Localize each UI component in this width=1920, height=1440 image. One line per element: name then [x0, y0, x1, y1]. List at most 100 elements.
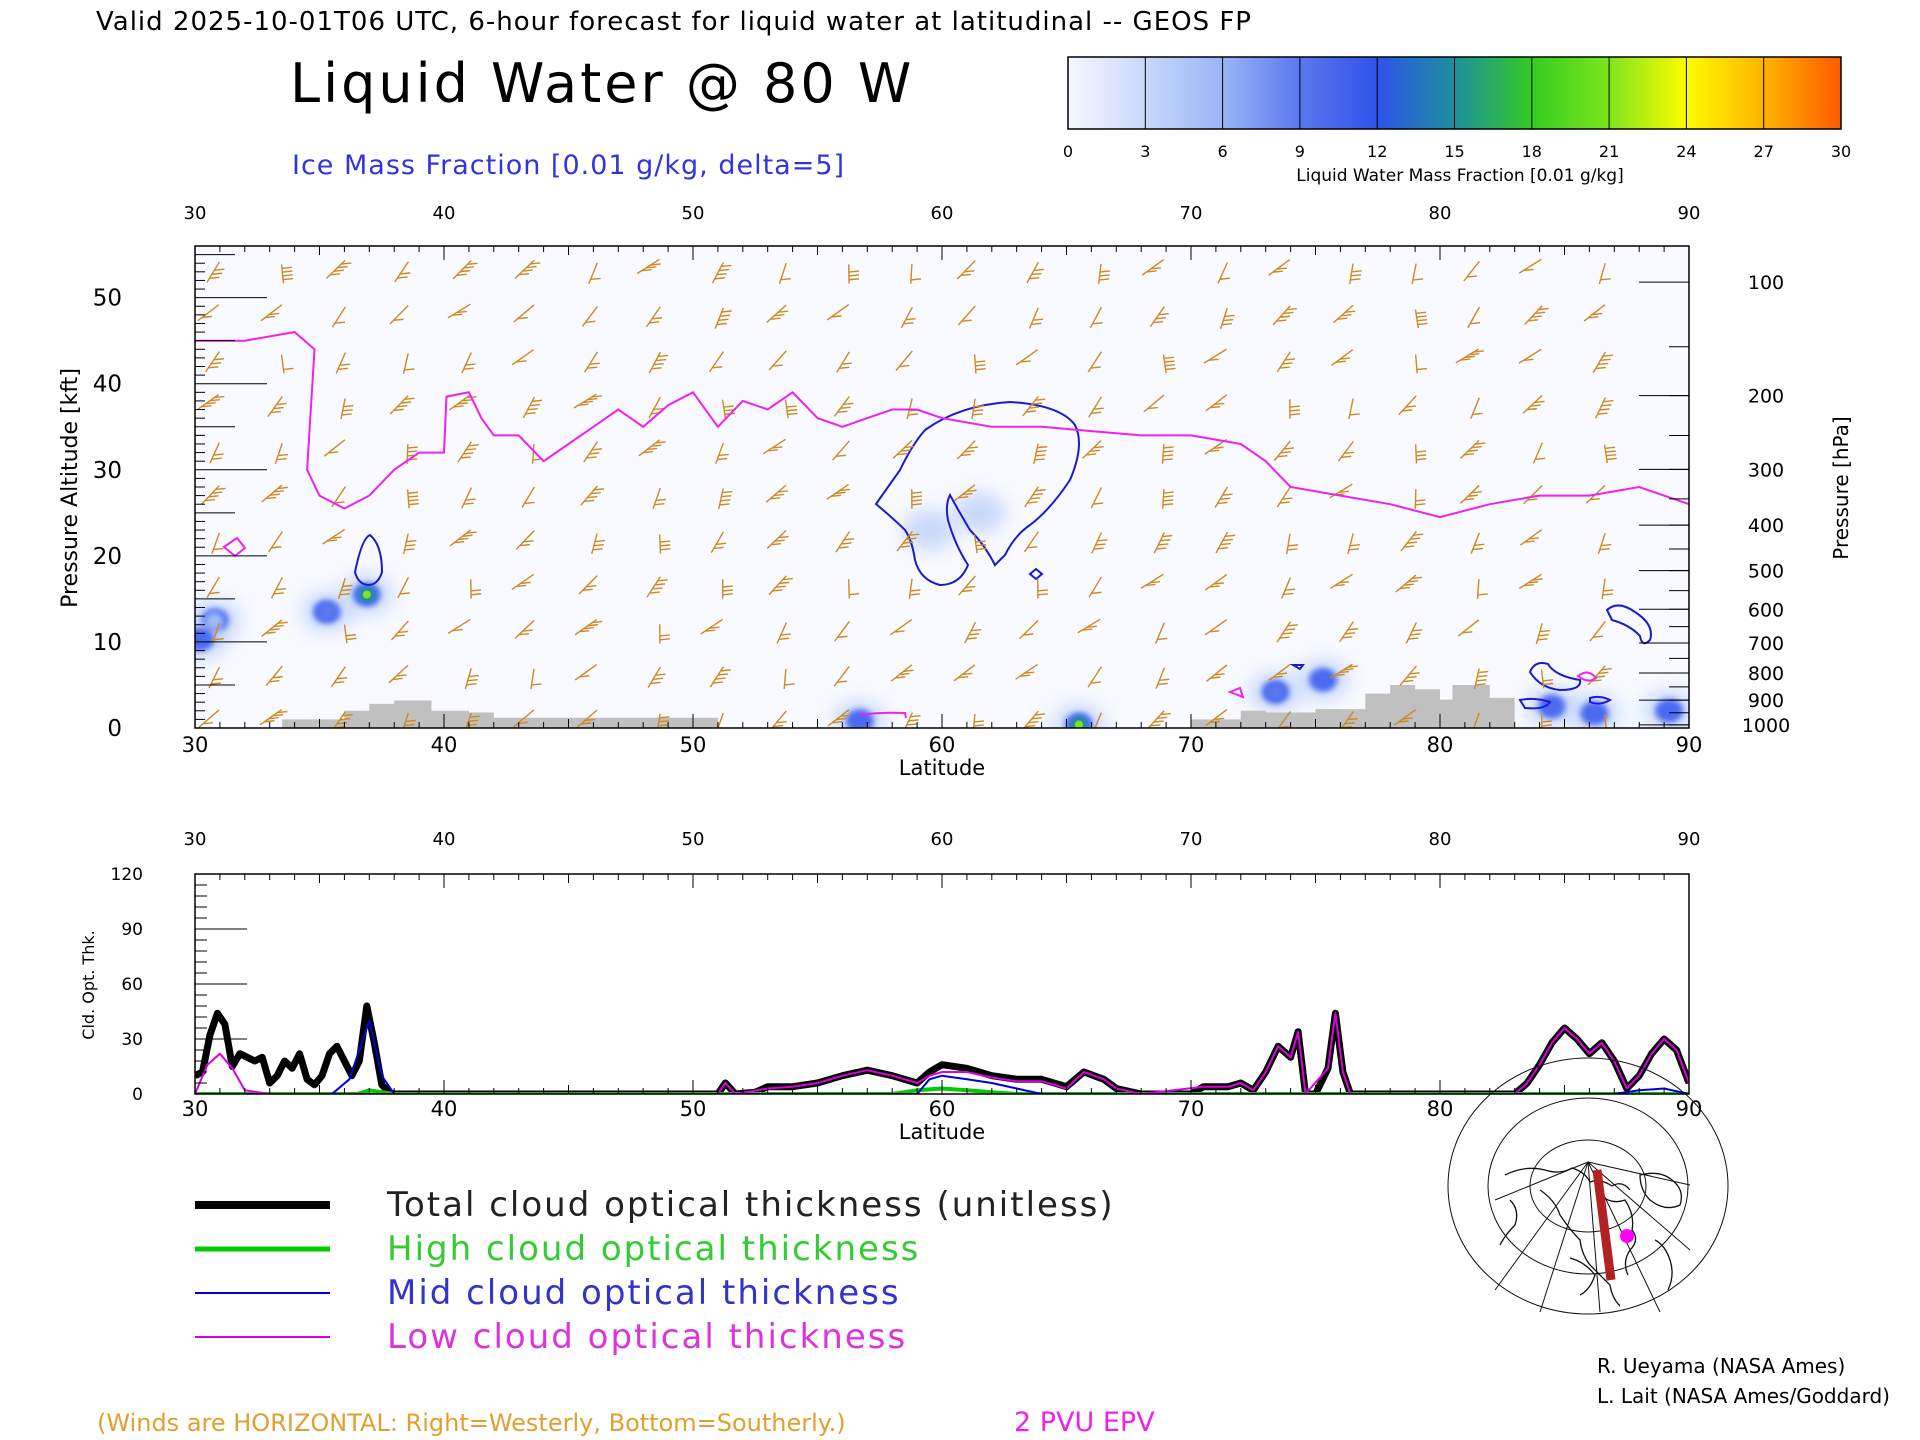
wind-barb: [388, 664, 409, 684]
wind-barb: [892, 439, 915, 459]
main-y-tick-label: 0: [107, 716, 122, 742]
wind-barb: [1455, 348, 1484, 364]
wind-barb: [710, 531, 727, 553]
epv-small-contour-2: [1227, 686, 1245, 699]
wind-barb: [890, 664, 914, 682]
wind-barb: [580, 485, 605, 506]
low-ylabel: Cld. Opt. Thk.: [79, 930, 98, 1039]
ice-label: Ice Mass Fraction [0.01 g/kg, delta=5]: [292, 150, 845, 181]
wind-barb: [1024, 486, 1046, 508]
wind-barb: [971, 398, 984, 420]
wind-barb: [1097, 263, 1111, 285]
main-ylabel-left: Pressure Altitude [kft]: [58, 368, 83, 608]
ice-contour-large: [874, 400, 1080, 587]
main-title: Liquid Water @ 80 W: [290, 52, 914, 115]
main-y-right-tick-label: 400: [1748, 515, 1784, 537]
wind-barb: [588, 262, 601, 284]
wind-barb: [1272, 305, 1297, 326]
wind-barb: [209, 442, 224, 464]
wind-barb: [457, 441, 479, 463]
low-x-top-tick-label: 30: [184, 829, 207, 850]
wind-barb: [1337, 440, 1355, 462]
main-x-top-tick-label: 40: [433, 203, 456, 224]
main-x-tick-label: 50: [680, 733, 707, 757]
low-x-tick-label: 70: [1178, 1097, 1205, 1121]
wind-barb: [1289, 399, 1301, 419]
wind-barb: [722, 579, 733, 599]
wind-barb: [513, 709, 535, 728]
main-x-top-tick-label: 30: [184, 203, 207, 224]
colorbar-label: Liquid Water Mass Fraction [0.01 g/kg]: [1296, 166, 1623, 186]
wind-barb: [827, 709, 851, 727]
wind-barb: [832, 440, 850, 461]
ice-contour-small-1: [1028, 567, 1044, 581]
low-x-tick-label: 80: [1427, 1097, 1454, 1121]
wind-barb: [583, 351, 600, 373]
wind-barb: [908, 578, 921, 600]
wind-barb: [836, 351, 852, 373]
wind-barb: [648, 351, 669, 374]
low-plot-frame: [195, 874, 1689, 1094]
cloud-blob: [1296, 659, 1349, 700]
wind-barb: [583, 441, 603, 463]
wind-barb: [200, 485, 226, 505]
wind-barb: [1329, 663, 1359, 679]
wind-barb: [714, 307, 732, 329]
colorbar-segment: [1454, 57, 1533, 129]
wind-barb: [1154, 622, 1168, 644]
wind-barb: [1088, 576, 1102, 598]
main-y-right-tick-label: 600: [1748, 599, 1784, 621]
colorbar-segment: [1222, 57, 1301, 129]
wind-barb: [574, 618, 603, 636]
main-y-right-tick-label: 100: [1748, 272, 1784, 294]
low-x-top-tick-label: 60: [931, 829, 954, 850]
wind-barb: [330, 666, 348, 688]
wind-barb: [1519, 529, 1543, 546]
wind-barb: [196, 393, 225, 411]
colorbar-tick-label: 27: [1754, 142, 1774, 161]
location-marker: [1620, 1229, 1634, 1243]
main-y-right-tick-label: 1000: [1742, 715, 1790, 737]
wind-barb: [511, 573, 535, 590]
cloud-blob: [953, 492, 1006, 533]
wind-barb: [1087, 666, 1102, 688]
wind-barb: [1473, 712, 1484, 728]
wind-barb: [513, 304, 535, 323]
wind-barb: [652, 487, 666, 510]
low-x-tick-label: 90: [1676, 1097, 1703, 1121]
wind-barb: [1463, 260, 1480, 282]
wind-barb: [636, 258, 661, 275]
wind-barb: [514, 619, 535, 639]
main-y-right-tick-label: 500: [1748, 561, 1784, 583]
wind-barb: [659, 534, 671, 554]
ice-contour-84: [1518, 695, 1613, 710]
main-x-tick-label: 90: [1676, 733, 1703, 757]
wind-barb: [1143, 394, 1165, 413]
winds-note: (Winds are HORIZONTAL: Right=Westerly, B…: [97, 1409, 846, 1437]
main-y-right-tick-label: 900: [1748, 690, 1784, 712]
wind-barb: [762, 438, 786, 455]
wind-barb: [911, 489, 922, 509]
wind-barb: [1090, 487, 1104, 509]
wind-barb: [402, 353, 415, 375]
wind-barb: [390, 620, 409, 641]
wind-barb: [1033, 443, 1048, 465]
colorbar-tick-label: 12: [1367, 142, 1387, 161]
wind-barb: [1149, 306, 1169, 328]
wind-barb: [1524, 305, 1549, 325]
wind-barb: [464, 668, 479, 690]
terrain-profile: [195, 685, 1689, 728]
wind-barb: [1405, 622, 1423, 644]
wind-barb: [389, 305, 409, 325]
wind-barb: [973, 534, 987, 554]
main-xlabel: Latitude: [899, 756, 985, 780]
colorbar-segment: [1763, 57, 1842, 129]
main-y-tick-label: 10: [93, 630, 122, 656]
main-x-tick-label: 60: [929, 733, 956, 757]
wind-barb: [1540, 669, 1554, 689]
wind-barb: [337, 577, 353, 600]
cloud-blob: [1249, 671, 1302, 712]
series-line: [195, 1086, 1689, 1094]
wind-barb: [647, 666, 666, 688]
